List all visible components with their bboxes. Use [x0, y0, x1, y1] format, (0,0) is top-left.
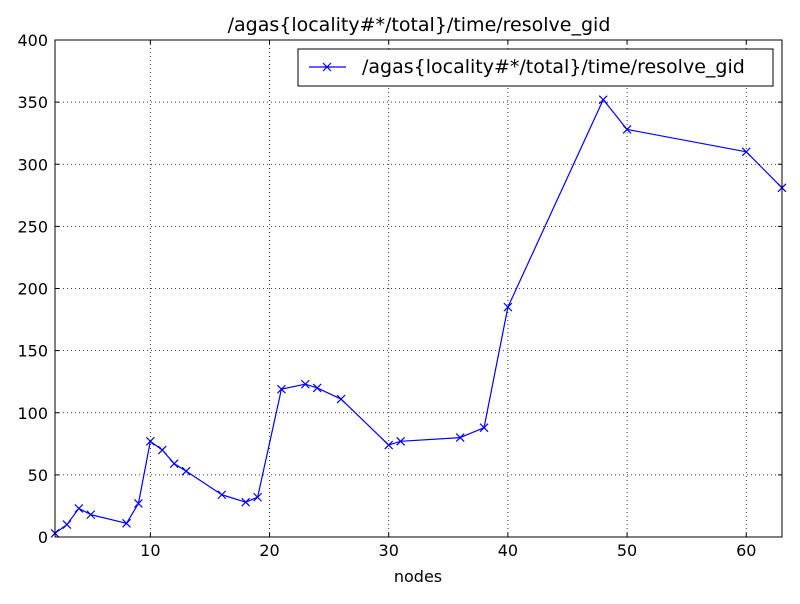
y-tick-label: 200: [17, 280, 48, 299]
data-point-marker: [134, 499, 143, 508]
y-tick-label: 250: [17, 217, 48, 236]
y-tick-label: 0: [38, 528, 48, 547]
legend-marker: [322, 62, 332, 72]
y-tick-label: 350: [17, 93, 48, 112]
y-tick-label: 400: [17, 31, 48, 50]
x-tick-label: 50: [617, 541, 637, 560]
chart-title: /agas{locality#*/total}/time/resolve_gid: [228, 14, 611, 36]
legend-label: /agas{locality#*/total}/time/resolve_gid: [362, 56, 745, 78]
data-point-marker: [217, 490, 227, 500]
x-tick-label: 20: [259, 541, 279, 560]
data-point-marker: [455, 433, 465, 443]
series-line: [54, 99, 783, 534]
data-point-marker: [122, 518, 131, 528]
data-point-marker: [241, 497, 251, 507]
x-tick-label: 60: [736, 541, 756, 560]
series-0: [50, 95, 787, 538]
data-point-marker: [598, 95, 608, 105]
data-point-marker: [62, 520, 72, 529]
data-point-marker: [479, 423, 489, 433]
plot-frame: [54, 39, 783, 538]
y-tick-label: 300: [17, 155, 48, 174]
data-point-marker: [277, 384, 286, 394]
y-tick-label: 50: [28, 466, 48, 485]
data-point-marker: [622, 125, 632, 134]
data-point-marker: [74, 503, 84, 513]
data-point-marker: [741, 147, 751, 157]
legend-box: [297, 48, 774, 87]
x-tick-label: 10: [140, 541, 160, 560]
data-point-marker: [181, 466, 191, 476]
data-point-marker: [503, 302, 513, 312]
data-point-marker: [253, 492, 263, 502]
data-point-marker: [157, 445, 167, 455]
data-point-marker: [169, 459, 179, 469]
data-point-marker: [145, 436, 155, 446]
x-axis-label: nodes: [394, 567, 442, 586]
y-tick-label: 150: [17, 342, 48, 361]
data-point-marker: [300, 379, 310, 389]
y-tick-label: 100: [17, 404, 48, 423]
x-tick-label: 40: [498, 541, 518, 560]
grid-lines: [55, 40, 782, 537]
data-point-marker: [336, 394, 346, 404]
series-layer: [50, 95, 787, 538]
x-tick-label: 30: [379, 541, 399, 560]
axis-ticks: 0 50 100 150 200 250 300 350 400 10 20 30 40 50 60: [17, 31, 782, 560]
data-point-marker: [396, 436, 406, 446]
legend: /agas{locality#*/total}/time/resolve_gid: [297, 48, 774, 87]
data-point-marker: [86, 510, 96, 520]
data-point-marker: [384, 440, 394, 450]
data-point-marker: [312, 383, 322, 393]
